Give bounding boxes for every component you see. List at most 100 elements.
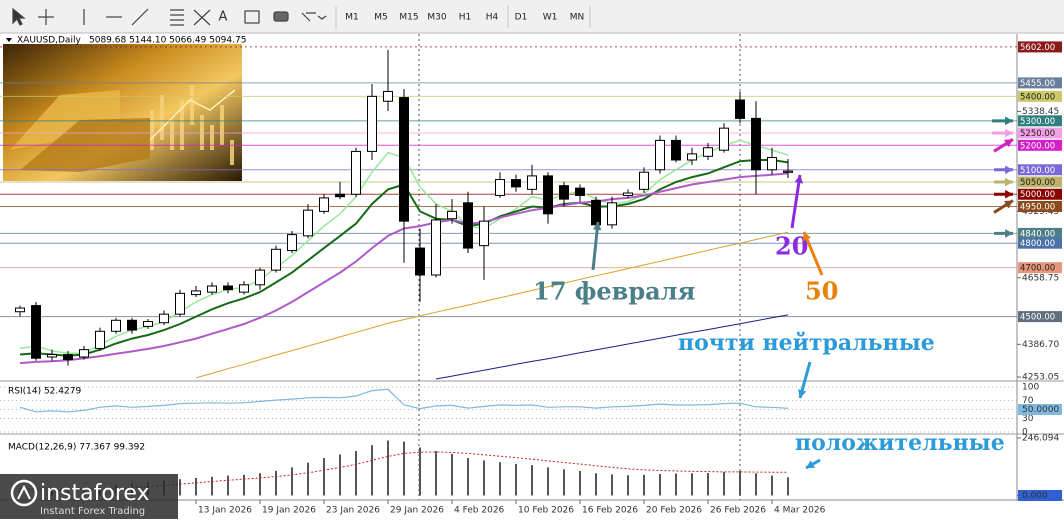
shapes-icon[interactable] — [273, 11, 289, 22]
candle-body — [431, 219, 441, 276]
timeframe-button[interactable]: W1 — [543, 13, 558, 23]
timeframe-button[interactable]: H1 — [459, 13, 472, 23]
timeframes: M1 M5 M15 M30 H1 H4 D1 W1 MN — [345, 13, 584, 23]
arrow-head — [1004, 200, 1013, 209]
trendline-icon[interactable] — [131, 8, 149, 26]
arrow-head — [794, 175, 804, 184]
x-tick-label: 19 Jan 2026 — [262, 506, 316, 516]
macd-bar — [291, 467, 293, 496]
level-label: 5250.00 — [1020, 129, 1055, 139]
macd-bar — [499, 462, 501, 496]
macd-bar — [243, 474, 245, 496]
level-label-bg — [1018, 127, 1062, 139]
candle-body — [239, 284, 249, 293]
candle-body — [415, 247, 425, 276]
candle-body — [671, 139, 681, 161]
timeframe-button[interactable]: M5 — [374, 13, 388, 23]
x-tick-label: 20 Feb 2026 — [646, 506, 702, 516]
header-toggle[interactable] — [6, 38, 12, 42]
macd-bar — [371, 445, 373, 496]
timeframe-button[interactable]: H4 — [486, 13, 499, 23]
tagline: Instant Forex Trading — [40, 506, 145, 517]
level-label: 5000.00 — [1020, 190, 1055, 200]
level-label: 4700.00 — [1020, 264, 1055, 274]
tick-highlight — [1018, 489, 1062, 501]
candle-body — [271, 248, 281, 271]
annotation: 20 — [775, 232, 808, 261]
moving-average — [435, 314, 789, 380]
candle-body — [383, 90, 393, 102]
candle-body — [767, 157, 777, 171]
candle-body — [607, 202, 617, 226]
macd-bar — [787, 477, 789, 496]
timeframe-button[interactable]: M15 — [399, 13, 418, 23]
level-label-bg — [1018, 41, 1062, 53]
y-tick-label: 5338.45 — [1022, 107, 1059, 117]
arrow-head — [1005, 116, 1013, 126]
y-tick-label: 50.0000 — [1022, 405, 1059, 415]
candle-body — [127, 319, 137, 331]
candle-body — [207, 285, 217, 293]
candle-body — [511, 179, 521, 188]
x-tick-label: 26 Feb 2026 — [710, 506, 766, 516]
arrow-head — [806, 460, 815, 468]
watermark: instaforex Instant Forex Trading — [0, 474, 178, 519]
macd-bar — [483, 460, 485, 496]
label-icon[interactable] — [244, 10, 260, 24]
annotation: 17 февраля — [533, 277, 695, 306]
candle-body — [303, 209, 313, 237]
crosshair-icon[interactable] — [38, 9, 54, 25]
level-label-bg — [1018, 90, 1062, 102]
macd-bar — [547, 467, 549, 496]
level-label: 5300.00 — [1020, 117, 1055, 127]
macd-bar — [451, 453, 453, 496]
timeframe-button[interactable]: D1 — [515, 13, 528, 23]
candle-body — [111, 319, 121, 332]
level-label-bg — [1018, 176, 1062, 188]
level-label-bg — [1018, 115, 1062, 127]
text-tool[interactable]: A — [219, 10, 228, 25]
macd-bar — [723, 472, 725, 496]
candle-body — [287, 234, 297, 252]
fibo-icon[interactable] — [170, 9, 184, 26]
candle-body — [191, 290, 201, 296]
candle-body — [319, 197, 329, 212]
macd-bar — [691, 473, 693, 496]
candle-body — [783, 170, 793, 173]
macd-bar — [355, 451, 357, 496]
toolbar — [0, 0, 1064, 33]
y-tick-label: 0.000 — [1022, 491, 1048, 501]
arrows-icon[interactable] — [301, 12, 327, 22]
moving-average — [195, 231, 789, 379]
level-label: 5400.00 — [1020, 92, 1055, 102]
candle-body — [703, 147, 713, 157]
timeframe-button[interactable]: M1 — [345, 13, 359, 23]
arrow — [591, 221, 600, 271]
level-label: 5100.00 — [1020, 166, 1055, 176]
channel-icon[interactable] — [193, 9, 211, 26]
annotation: положительные — [795, 430, 1005, 456]
cursor-icon[interactable] — [12, 7, 26, 26]
candle-body — [495, 179, 505, 196]
timeframe-button[interactable]: M30 — [427, 13, 446, 23]
y-tick-label: 4253.05 — [1022, 373, 1059, 383]
macd-bar — [515, 463, 517, 496]
candle-body — [367, 95, 377, 152]
x-tick-label: 23 Jan 2026 — [326, 506, 380, 516]
macd-bar — [675, 473, 677, 496]
candle-body — [47, 354, 57, 358]
macd-bar — [707, 473, 709, 496]
plot: 4253.05 4386.70 4658.75 4929.45 5338.45 5602.… — [0, 41, 1062, 516]
candle-body — [751, 117, 761, 171]
candle-body — [159, 313, 169, 324]
macd-bar — [403, 441, 405, 496]
x-tick-label: 4 Mar 2026 — [774, 506, 826, 516]
macd-bar — [579, 470, 581, 496]
level-label-bg — [1018, 77, 1062, 89]
macd-bar — [739, 470, 741, 496]
macd-bar — [227, 475, 229, 496]
level-label: 4800.00 — [1020, 239, 1055, 249]
arrow-head — [1005, 177, 1013, 187]
timeframe-button[interactable]: MN — [570, 13, 585, 23]
